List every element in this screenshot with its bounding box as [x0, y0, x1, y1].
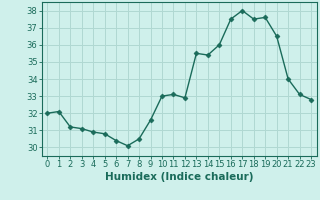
X-axis label: Humidex (Indice chaleur): Humidex (Indice chaleur)	[105, 172, 253, 182]
